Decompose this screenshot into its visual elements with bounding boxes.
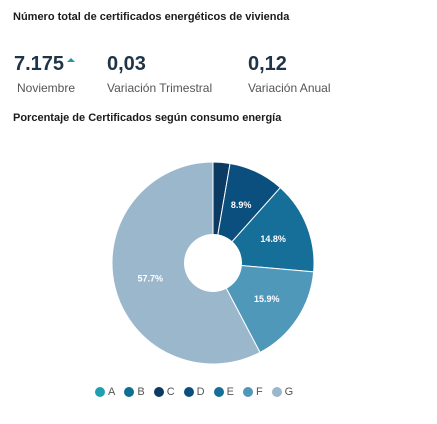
slice-label-G: 57.7% (137, 273, 163, 283)
legend-label-G: G (284, 386, 294, 398)
legend-swatch-C (153, 387, 164, 397)
legend-label-A: A (108, 386, 116, 398)
legend-item-C[interactable]: C (153, 386, 175, 398)
slice-label-F: 15.9% (254, 294, 280, 304)
legend-swatch-F (242, 387, 253, 397)
stat-annual-label: Variación Anual (248, 81, 331, 95)
legend-label-F: F (255, 386, 263, 398)
chart-legend: A B C D E F G (95, 386, 293, 398)
stat-quarterly-label: Variación Trimestral (107, 81, 213, 95)
stat-total-label: Noviembre (17, 81, 76, 95)
legend-label-B: B (137, 386, 145, 398)
legend-swatch-G (271, 387, 282, 397)
legend-item-E[interactable]: E (213, 386, 234, 398)
legend-label-D: D (196, 386, 205, 398)
stat-total-value: 7.175 (14, 53, 76, 76)
legend-label-E: E (226, 386, 234, 398)
donut-hole (184, 234, 242, 292)
legend-item-B[interactable]: B (124, 386, 145, 398)
chart-title: Porcentaje de Certificados según consumo… (13, 112, 282, 124)
legend-item-A[interactable]: A (95, 386, 115, 398)
legend-item-D[interactable]: D (183, 386, 205, 398)
legend-item-F[interactable]: F (242, 386, 263, 398)
legend-swatch-A (95, 387, 105, 397)
page-title: Número total de certificados energéticos… (13, 11, 290, 23)
legend-swatch-B (124, 387, 135, 397)
slice-label-D: 8.9% (231, 200, 252, 210)
legend-label-C: C (166, 386, 175, 398)
slice-F[interactable] (212, 262, 315, 354)
stat-annual-value: 0,12 (248, 53, 287, 75)
legend-item-G[interactable]: G (271, 386, 294, 398)
trend-up-icon (67, 57, 76, 62)
stat-quarterly-value: 0,03 (107, 53, 146, 75)
slice-label-E: 14.8% (260, 234, 286, 244)
legend-swatch-D (183, 387, 194, 397)
legend-swatch-E (213, 387, 224, 397)
